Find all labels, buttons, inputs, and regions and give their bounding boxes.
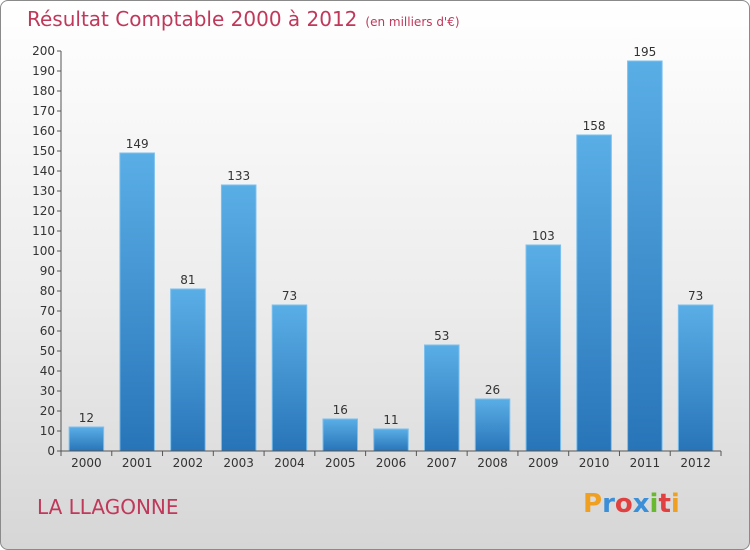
chart-title-text: Résultat Comptable 2000 à 2012 <box>27 7 358 31</box>
bar <box>576 134 612 452</box>
bar-value-label: 195 <box>633 45 656 59</box>
logo-letter: i <box>670 489 680 519</box>
x-tick-label: 2004 <box>274 456 305 470</box>
bar <box>373 428 409 452</box>
bar-value-label: 11 <box>383 413 398 427</box>
x-tick-label: 2002 <box>173 456 204 470</box>
x-tick-label: 2009 <box>528 456 559 470</box>
logo-letter: x <box>632 489 650 519</box>
bar-value-label: 103 <box>532 229 555 243</box>
logo-letter: i <box>649 489 659 519</box>
bar-value-label: 73 <box>282 289 297 303</box>
logo-letter: r <box>602 489 615 519</box>
proxiti-logo: Proxiti <box>583 489 680 519</box>
x-tick-label: 2007 <box>426 456 457 470</box>
chart-title: Résultat Comptable 2000 à 2012 (en millie… <box>27 7 460 31</box>
y-tick-label: 50 <box>40 344 55 358</box>
y-tick-label: 40 <box>40 364 55 378</box>
y-tick-label: 80 <box>40 284 55 298</box>
bar <box>677 304 714 452</box>
x-tick-label: 2010 <box>579 456 610 470</box>
bar <box>627 60 663 452</box>
chart-unit: (en milliers d'€) <box>365 15 460 29</box>
bar-value-label: 158 <box>583 119 606 133</box>
bar <box>68 426 105 452</box>
place-name: LA LLAGONNE <box>37 495 179 519</box>
y-tick-label: 60 <box>40 324 55 338</box>
y-tick-label: 110 <box>32 224 55 238</box>
bar <box>424 344 460 452</box>
x-tick-label: 2001 <box>122 456 153 470</box>
y-tick-label: 180 <box>32 84 55 98</box>
x-tick-label: 2003 <box>223 456 254 470</box>
x-tick-label: 2006 <box>376 456 407 470</box>
y-tick-label: 30 <box>40 384 55 398</box>
bar <box>322 418 358 452</box>
bar <box>525 244 562 452</box>
y-tick-label: 0 <box>47 444 55 458</box>
y-tick-label: 140 <box>32 164 55 178</box>
bar-value-label: 149 <box>126 137 149 151</box>
bar-value-label: 81 <box>180 273 195 287</box>
x-tick-label: 2000 <box>71 456 102 470</box>
y-tick-label: 150 <box>32 144 55 158</box>
bar-value-label: 53 <box>434 329 449 343</box>
bar-value-label: 16 <box>333 403 348 417</box>
bar <box>271 304 308 452</box>
y-tick-label: 120 <box>32 204 55 218</box>
bar-value-label: 133 <box>227 169 250 183</box>
y-tick-label: 160 <box>32 124 55 138</box>
logo-letter: P <box>583 489 603 519</box>
y-tick-label: 10 <box>40 424 55 438</box>
y-tick-label: 130 <box>32 184 55 198</box>
bar <box>220 184 257 452</box>
bar-value-label: 26 <box>485 383 500 397</box>
y-tick-label: 90 <box>40 264 55 278</box>
bar-value-label: 12 <box>79 411 94 425</box>
bar <box>474 398 511 452</box>
y-tick-label: 70 <box>40 304 55 318</box>
logo-letter: o <box>614 489 633 519</box>
y-tick-label: 20 <box>40 404 55 418</box>
y-tick-label: 190 <box>32 64 55 78</box>
x-tick-label: 2012 <box>680 456 711 470</box>
y-tick-label: 200 <box>32 44 55 58</box>
bar <box>119 152 155 452</box>
x-tick-label: 2011 <box>630 456 661 470</box>
bar-value-label: 73 <box>688 289 703 303</box>
logo-letter: t <box>658 489 671 519</box>
bar <box>170 288 206 452</box>
x-tick-label: 2008 <box>477 456 508 470</box>
y-tick-label: 100 <box>32 244 55 258</box>
x-tick-label: 2005 <box>325 456 356 470</box>
y-tick-label: 170 <box>32 104 55 118</box>
